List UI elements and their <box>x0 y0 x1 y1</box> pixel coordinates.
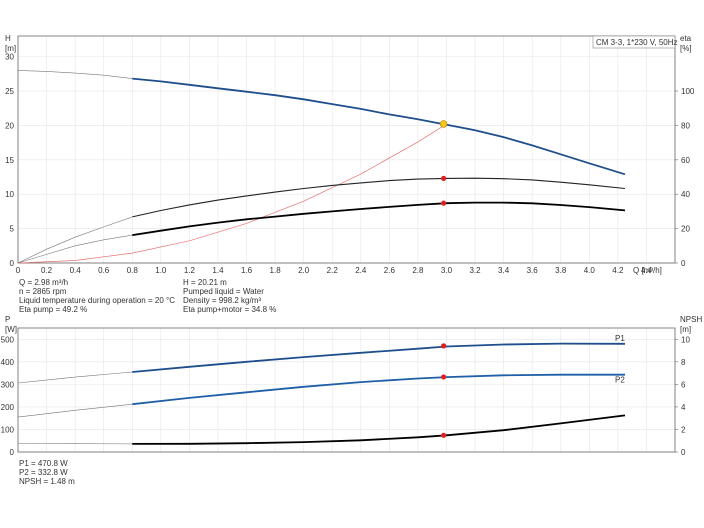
x-tick-label: 3.6 <box>527 266 539 275</box>
x-tick-label: 1.2 <box>184 266 196 275</box>
top-ytick-right-label: 0 <box>681 259 686 268</box>
series-p1-thin-line <box>17 371 133 384</box>
operating-point-marker <box>441 432 447 438</box>
info-line-right: Eta pump+motor = 34.8 % <box>183 305 276 314</box>
info-line-left: n = 2865 rpm <box>19 287 67 296</box>
bottom-ytick-right-label: 8 <box>681 358 686 367</box>
x-tick-label: 4.2 <box>612 266 624 275</box>
power-axis-label-unit: [W] <box>5 325 17 334</box>
info-line-right: Density = 998.2 kg/m³ <box>183 296 261 305</box>
series-label-p2: P2 <box>615 376 625 385</box>
top-ytick-label: 25 <box>5 87 14 96</box>
series-label-p1: P1 <box>615 334 625 343</box>
series-p2-thin-line <box>17 403 133 418</box>
top-ytick-label: 0 <box>10 259 15 268</box>
x-tick-label: 3.2 <box>469 266 481 275</box>
x-tick-label: 1.8 <box>270 266 282 275</box>
top-ytick-right-label: 80 <box>681 121 690 130</box>
power-npsh-chart: 0 100 200 300 400 500 0 2 4 6 8 10 P[W] NPSH[m] P1 P2 <box>1 315 703 457</box>
bottom-ytick-right-label: 10 <box>681 335 690 344</box>
x-tick-label: 4.0 <box>584 266 596 275</box>
bottom-ytick-label: 500 <box>1 335 15 344</box>
top-ytick-label: 30 <box>5 53 14 62</box>
bottom-ytick-right-label: 0 <box>681 448 686 457</box>
bottom-ytick-right-label: 6 <box>681 380 686 389</box>
x-tick-label: 2.8 <box>412 266 424 275</box>
bottom-plot-border <box>17 327 676 453</box>
info-line-bottom: NPSH = 1.48 m <box>19 477 75 486</box>
series-p1-line <box>132 342 626 373</box>
y-axis-right-label-unit: [%] <box>680 44 692 53</box>
x-tick-label: 3.4 <box>498 266 510 275</box>
top-plot-border <box>17 35 676 264</box>
operating-point-marker <box>441 200 447 206</box>
legend-box <box>592 35 676 49</box>
bottom-ytick-label: 0 <box>10 448 15 457</box>
x-tick-label: 3.8 <box>555 266 567 275</box>
top-ytick-right-label: 40 <box>681 190 690 199</box>
info-line-bottom: P1 = 470.8 W <box>19 459 68 468</box>
x-tick-label: 0 <box>16 266 21 275</box>
bottom-ytick-label: 100 <box>1 425 15 434</box>
info-line-right: Pumped liquid = Water <box>183 287 264 296</box>
y-axis-right-label-name: eta <box>680 34 692 43</box>
bottom-ytick-label: 200 <box>1 403 15 412</box>
top-ytick-right-label: 20 <box>681 225 690 234</box>
npsh-axis-label-name: NPSH <box>680 315 702 324</box>
bottom-ytick-label: 300 <box>1 380 15 389</box>
x-tick-label: 0.4 <box>70 266 82 275</box>
series-eta-pump-motor-thin-line <box>17 234 133 264</box>
x-tick-label: 2.4 <box>355 266 367 275</box>
x-tick-label: 0.6 <box>98 266 110 275</box>
x-tick-label: 1.4 <box>212 266 224 275</box>
top-ytick-label: 5 <box>10 225 15 234</box>
operating-point-marker <box>441 374 447 380</box>
info-line-left: Liquid temperature during operation = 20… <box>19 296 175 305</box>
duty-point-marker <box>439 120 448 128</box>
operating-point-marker <box>441 175 447 181</box>
x-tick-label: 0.2 <box>41 266 53 275</box>
npsh-axis-label-unit: [m] <box>680 325 691 334</box>
x-tick-label: 2.0 <box>298 266 310 275</box>
top-ytick-label: 15 <box>5 156 14 165</box>
top-ytick-right-label: 60 <box>681 156 690 165</box>
series-eta-pump-thin-line <box>17 216 133 264</box>
legend-label: CM 3-3, 1*230 V, 50Hz <box>596 38 678 47</box>
series-head-line <box>132 77 626 176</box>
series-eta-pump-line <box>132 177 626 218</box>
info-line-right: H = 20.21 m <box>183 278 227 287</box>
head-efficiency-chart: 0 5 10 15 20 25 30 0 20 40 60 80 100 0 0.2 0.4 0.6 0.8 1.0… <box>5 34 695 275</box>
series-p2-line <box>132 373 625 406</box>
power-axis-label-name: P <box>5 315 10 324</box>
info-line-left: Q = 2.98 m³/h <box>19 278 68 287</box>
bottom-ytick-label: 400 <box>1 358 15 367</box>
x-tick-label: 1.0 <box>155 266 167 275</box>
top-ytick-label: 10 <box>5 190 14 199</box>
series-head-thin-line <box>17 70 133 79</box>
top-ytick-label: 20 <box>5 121 14 130</box>
y-axis-label-unit: [m] <box>5 44 16 53</box>
x-tick-label: 0.8 <box>127 266 139 275</box>
y-axis-label-name: H <box>5 34 11 43</box>
x-tick-label: 2.2 <box>327 266 339 275</box>
series-npsh-line <box>132 414 626 445</box>
series-eta-pump-motor-line <box>132 201 626 236</box>
operating-point-marker <box>441 343 447 349</box>
info-line-left: Eta pump = 49.2 % <box>19 305 87 314</box>
x-tick-label: 2.6 <box>384 266 396 275</box>
bottom-ytick-right-label: 4 <box>681 403 686 412</box>
series-system-curve-line <box>17 123 447 264</box>
bottom-ytick-right-label: 2 <box>681 425 686 434</box>
x-tick-label: 1.6 <box>241 266 253 275</box>
x-tick-label: 4.4 <box>641 266 653 275</box>
top-ytick-right-label: 100 <box>681 87 695 96</box>
x-axis-label: Q [m³/h] <box>633 266 662 275</box>
info-line-bottom: P2 = 332.8 W <box>19 468 68 477</box>
x-tick-label: 3.0 <box>441 266 453 275</box>
